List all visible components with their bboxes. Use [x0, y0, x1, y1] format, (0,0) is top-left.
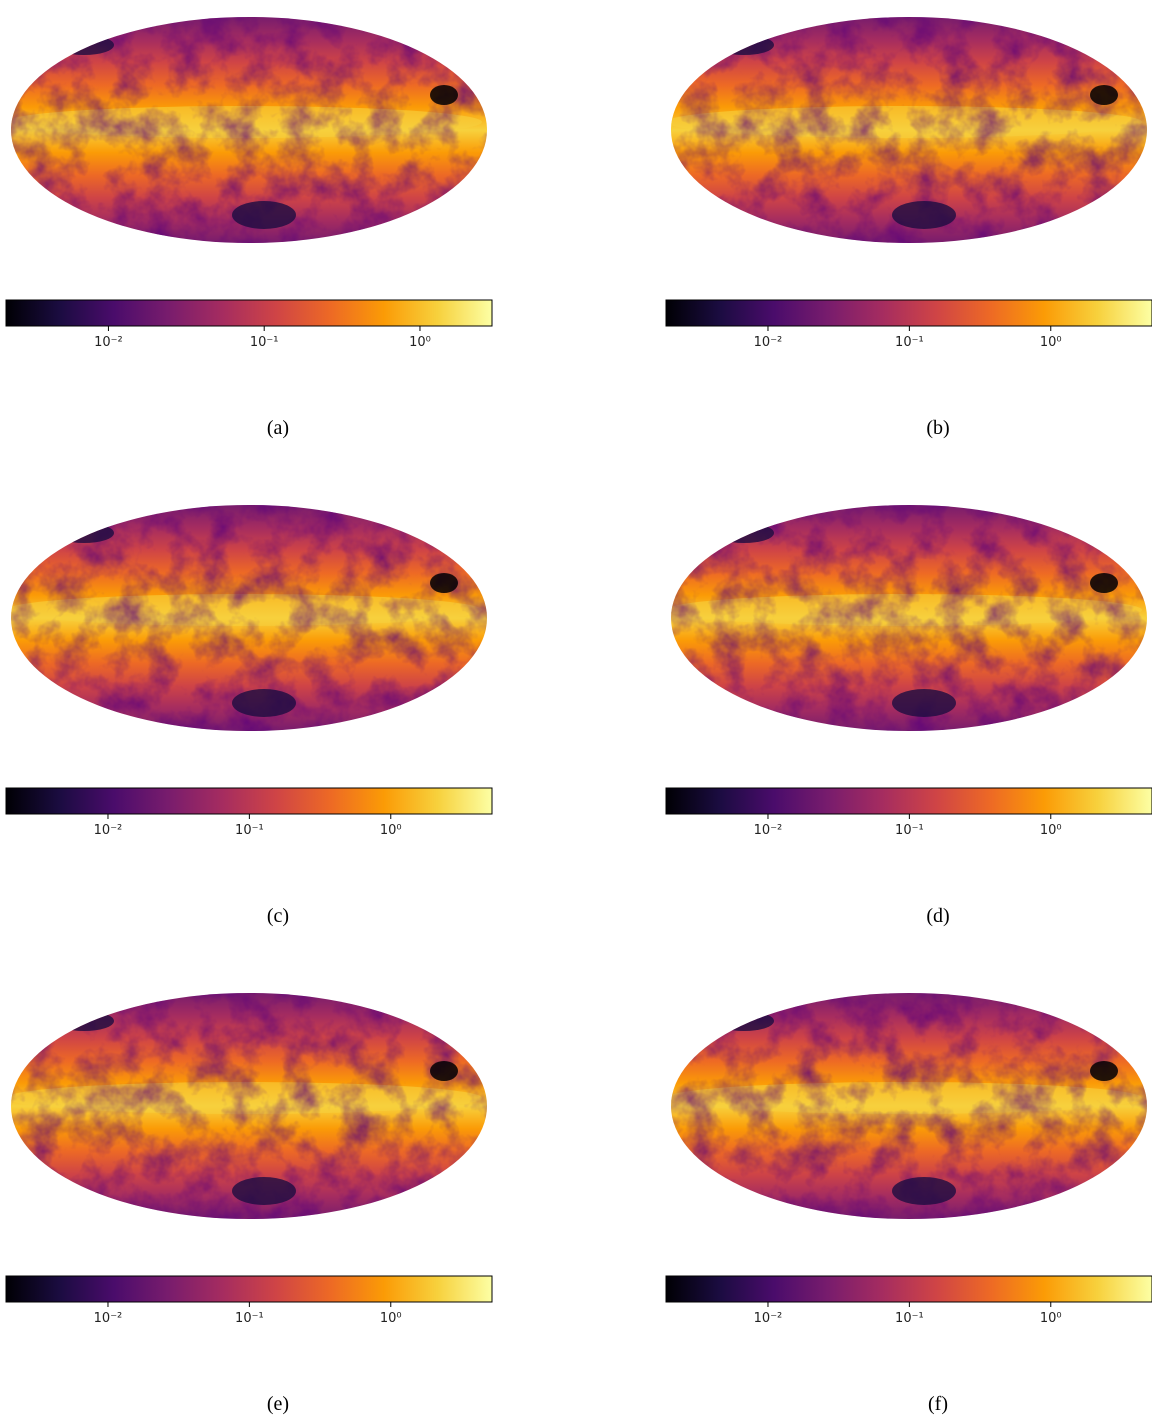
colorbar-tick-label: 10⁻²: [94, 1311, 123, 1326]
panel: 10⁻² 10⁻¹ 10⁰ (e): [5, 993, 493, 1415]
panel-caption: (f): [928, 1393, 948, 1415]
panel-caption: (d): [926, 905, 949, 927]
panel: 10⁻² 10⁻¹ 10⁰ (f): [665, 993, 1152, 1415]
panel: 10⁻² 10⁻¹ 10⁰ (d): [665, 505, 1152, 927]
colorbar-tick-label: 10⁰: [380, 1311, 402, 1326]
colorbar-tick-label: 10⁻²: [754, 335, 783, 350]
colorbar-tick-label: 10⁰: [1040, 823, 1062, 838]
colorbar: [665, 787, 1152, 815]
colorbar-tick-label: 10⁻¹: [895, 335, 924, 350]
colorbar-tick-label: 10⁻²: [94, 823, 123, 838]
panel-caption: (e): [267, 1393, 289, 1415]
colorbar-tick-label: 10⁰: [1040, 335, 1062, 350]
colorbar-tick-label: 10⁰: [409, 335, 431, 350]
colorbar: [665, 299, 1152, 327]
panel-caption: (b): [926, 417, 949, 439]
colorbar-tick-label: 10⁰: [1040, 1311, 1062, 1326]
panel-caption: (a): [267, 417, 289, 439]
panel: 10⁻² 10⁻¹ 10⁰ (c): [5, 505, 493, 927]
colorbar-tick-label: 10⁻¹: [895, 1311, 924, 1326]
colorbar-tick-label: 10⁻²: [754, 823, 783, 838]
colorbar: [5, 787, 493, 815]
colorbar: [665, 1275, 1152, 1303]
panel-caption: (c): [267, 905, 289, 927]
sky-map: [11, 17, 487, 243]
colorbar-tick-label: 10⁰: [380, 823, 402, 838]
colorbar-tick-label: 10⁻²: [754, 1311, 783, 1326]
colorbar-tick-label: 10⁻¹: [235, 1311, 264, 1326]
sky-map: [671, 505, 1147, 731]
colorbar: [5, 299, 493, 327]
panel: 10⁻² 10⁻¹ 10⁰ (a): [5, 17, 493, 439]
colorbar-tick-label: 10⁻¹: [895, 823, 924, 838]
sky-map: [671, 17, 1147, 243]
panel: 10⁻² 10⁻¹ 10⁰ (b): [665, 17, 1152, 439]
colorbar-tick-label: 10⁻¹: [235, 823, 264, 838]
sky-map: [11, 993, 487, 1219]
colorbar: [5, 1275, 493, 1303]
sky-map: [671, 993, 1147, 1219]
colorbar-tick-label: 10⁻¹: [250, 335, 279, 350]
colorbar-tick-label: 10⁻²: [94, 335, 123, 350]
sky-map: [11, 505, 487, 731]
